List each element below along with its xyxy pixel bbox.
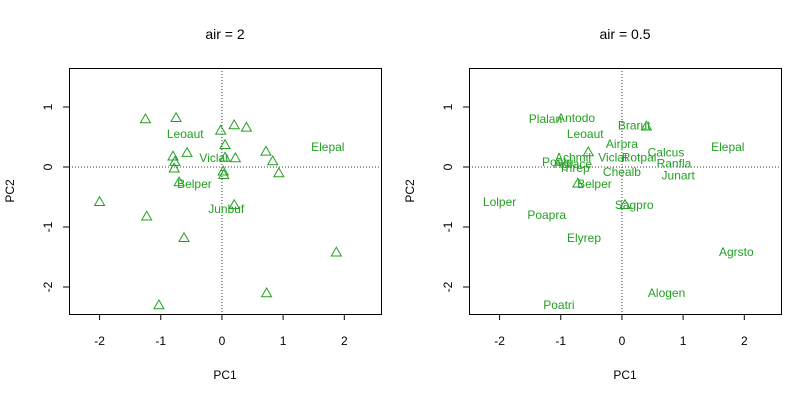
x-tick-label: 2: [741, 334, 748, 348]
data-point: [260, 145, 272, 156]
point-label: Sagpro: [615, 198, 654, 212]
point-label: Alogen: [648, 286, 685, 300]
data-point: [214, 124, 227, 135]
point-label: Agrsto: [719, 245, 754, 259]
y-tick-label: 1: [41, 103, 55, 110]
data-point: [266, 154, 279, 166]
data-point: [168, 162, 181, 173]
data-point: [330, 246, 343, 257]
data-point: [272, 166, 285, 178]
y-tick-label: 0: [41, 163, 55, 170]
data-point: [619, 198, 631, 210]
x-tick-label: -1: [155, 334, 166, 348]
y-axis-label: PC2: [3, 179, 17, 203]
data-point: [139, 112, 152, 124]
y-tick-label: 0: [441, 163, 455, 170]
point-label: Poapra: [527, 208, 566, 222]
x-tick-label: -2: [494, 334, 505, 348]
point-label: Elyrep: [567, 231, 601, 245]
plot-frame: [69, 68, 382, 315]
point-label: Lolper: [483, 195, 516, 209]
data-point: [217, 168, 230, 180]
plot-frame: [469, 68, 782, 315]
point-label: Achmil: [555, 150, 591, 164]
data-point: [168, 155, 181, 166]
data-point: [181, 146, 193, 157]
y-axis-label: PC2: [403, 179, 417, 203]
point-label: Leoaut: [567, 127, 604, 141]
data-point: [582, 145, 595, 157]
x-tick-label: 0: [219, 334, 226, 348]
x-tick-label: 1: [280, 334, 287, 348]
point-label: Airpra: [606, 137, 638, 151]
point-label: Poatri: [543, 298, 574, 312]
chart-title: air = 0.5: [600, 26, 651, 42]
y-tick-label: -2: [441, 281, 455, 292]
data-point: [178, 231, 190, 243]
point-label: Elepal: [311, 140, 344, 154]
point-label: Viclat: [598, 150, 628, 164]
point-label: Calcus: [648, 146, 685, 160]
point-label: Belper: [177, 177, 212, 191]
data-point: [640, 120, 653, 131]
data-point: [93, 195, 106, 207]
point-label: Poatri: [542, 155, 573, 169]
x-axis-label: PC1: [613, 368, 637, 382]
x-tick-label: 0: [619, 334, 626, 348]
data-point: [140, 210, 153, 221]
x-tick-label: -2: [94, 334, 105, 348]
point-label: Leoaut: [167, 127, 204, 141]
point-label: Agrace: [554, 157, 592, 171]
data-point: [219, 138, 231, 150]
point-label: Elepal: [711, 140, 744, 154]
point-label: Junart: [662, 168, 696, 182]
data-point: [240, 121, 253, 132]
point-label: Ranfla: [657, 156, 692, 170]
point-label: Rotpal: [622, 150, 657, 164]
data-point: [219, 151, 231, 162]
panel-2: air = 0.5 -2 -1 0 1 2 -2 -1 0 1 PC1 PC2 PlalanAntodo…: [403, 26, 782, 382]
data-point: [170, 111, 182, 123]
data-point: [173, 175, 185, 187]
point-label: Chealb: [603, 165, 641, 179]
data-point: [228, 198, 241, 210]
x-axis-label: PC1: [213, 368, 237, 382]
x-tick-label: -1: [555, 334, 566, 348]
data-point: [260, 286, 273, 298]
x-tick-label: 1: [680, 334, 687, 348]
chart-title: air = 2: [205, 26, 245, 42]
panel-1: air = 2 -2 -1 0 1 2 -2 -1 0 1 PC1 PC2 Leoaut Viclat El…: [3, 26, 382, 382]
point-label: Trirep: [559, 161, 590, 175]
y-tick-label: -2: [41, 281, 55, 292]
point-label: Plalan: [529, 112, 562, 126]
y-tick-label: -1: [441, 221, 455, 232]
data-point: [228, 118, 241, 130]
data-point: [153, 298, 165, 310]
x-tick-label: 2: [341, 334, 348, 348]
point-label: Viclat: [199, 151, 229, 165]
point-label: Brarut: [618, 119, 651, 133]
data-point: [572, 177, 584, 188]
point-label: Junbuf: [208, 202, 245, 216]
data-point: [217, 165, 230, 176]
data-point: [229, 151, 242, 163]
y-tick-label: -1: [41, 221, 55, 232]
y-tick-label: 1: [441, 103, 455, 110]
point-label: Belper: [577, 177, 612, 191]
point-label: Antodo: [557, 111, 595, 125]
